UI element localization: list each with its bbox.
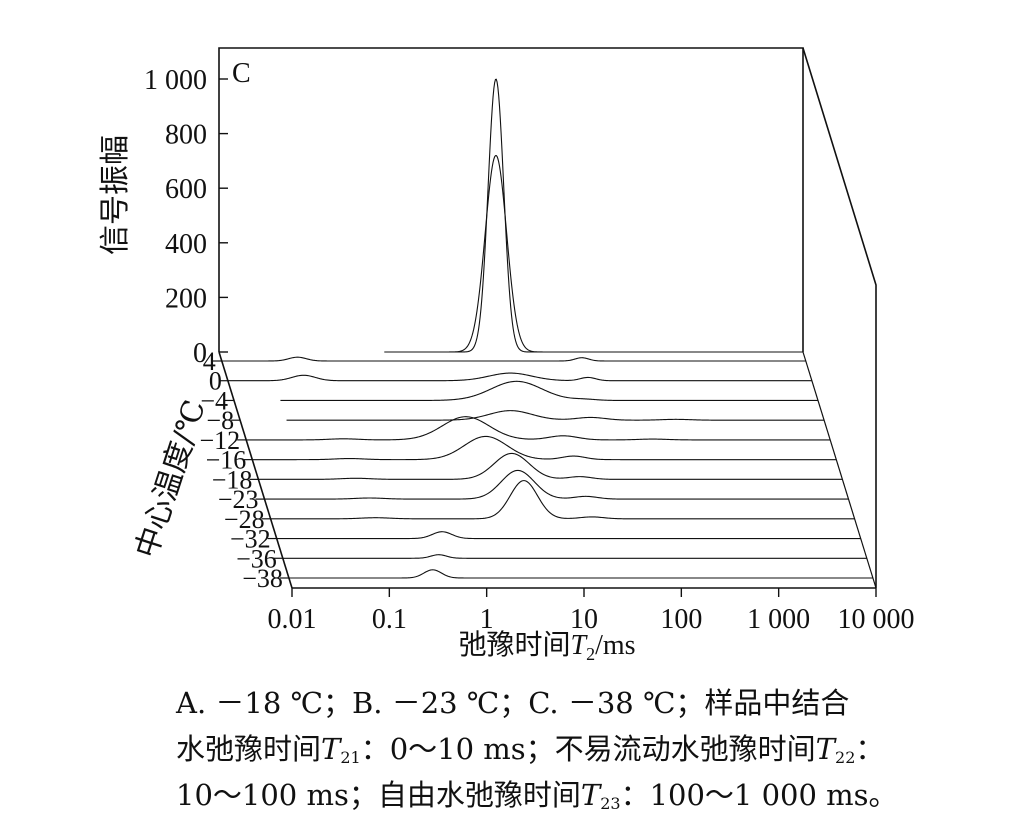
ridge-line-5 [252, 435, 837, 461]
depth-tick-label: 0 [209, 367, 222, 396]
x-tick-label: 100 [660, 604, 702, 635]
back-curve-a [384, 154, 803, 353]
y-tick-label: 1 000 [144, 65, 207, 96]
x-tick-label: 1 [480, 604, 494, 635]
back-curves [384, 78, 803, 353]
ridge-line-4 [246, 416, 831, 441]
ridge-line-0 [221, 356, 806, 362]
caption-line-2: 水弛豫时间T21：0～10 ms；不易流动水弛豫时间T22： [176, 732, 885, 767]
depth-axis-title: 中心温度/℃ [129, 396, 213, 562]
y-axis: 0 200 400 600 800 1 000 [144, 65, 228, 369]
x-tick-label: 1 000 [747, 604, 810, 635]
x-tick-label: 0.1 [372, 604, 407, 635]
depth-tick-label: −12 [200, 426, 241, 455]
back-wall-frame [218, 47, 804, 352]
t23-symbol: T [580, 778, 601, 812]
x-tick-label: 0.01 [268, 604, 317, 635]
ridge-series [221, 356, 873, 579]
y-tick-label: 400 [165, 229, 207, 260]
ridge-line-2 [280, 380, 818, 401]
t22-symbol: T [815, 732, 836, 766]
side-wall-bottom-edge [802, 351, 877, 589]
depth-tick-label: −32 [230, 525, 271, 554]
ridge-line-11 [288, 569, 873, 579]
x-tick-label: 10 [570, 604, 598, 635]
y-tick-label: 200 [165, 283, 207, 314]
y-axis-label: 信号振幅 [98, 135, 133, 255]
depth-tick-label: 4 [203, 347, 216, 376]
ridge-line-7 [264, 469, 849, 500]
side-wall-frame [802, 47, 877, 588]
ridge-line-6 [258, 452, 843, 480]
back-curve-b [384, 78, 803, 353]
ridge-line-10 [282, 554, 867, 559]
t21-symbol: T [321, 732, 341, 766]
depth-tick-label: −4 [200, 386, 228, 415]
depth-tick-label: −36 [236, 544, 277, 573]
y-tick-label: 600 [165, 174, 207, 205]
depth-tick-label: −28 [224, 505, 265, 534]
y-tick-label: 800 [165, 120, 207, 151]
ridge-line-1 [227, 372, 812, 382]
y-tick-label: 0 [193, 338, 207, 369]
depth-tick-label: −8 [206, 406, 234, 435]
panel-label: C [232, 58, 251, 89]
depth-tick-label: −23 [218, 485, 259, 514]
depth-axis [218, 351, 293, 589]
x-axis: 0.01 0.1 1 10 100 1 000 10 000 [268, 587, 915, 635]
depth-axis-labels: 40−4−8−12−16−18−23−28−32−36−38 [200, 347, 289, 593]
ridge-line-3 [286, 410, 825, 421]
ridge-line-8 [270, 480, 855, 520]
x-tick-label: 10 000 [838, 604, 915, 635]
ridge-line-9 [276, 531, 861, 540]
depth-tick-label: −16 [206, 446, 247, 475]
depth-tick-label: −18 [212, 465, 253, 494]
x-axis-label: 弛豫时间T2/ms [458, 628, 635, 664]
depth-tick-label: −38 [242, 564, 283, 593]
caption-line-1: A. －18 ℃；B. －23 ℃；C. －38 ℃；样品中结合 [176, 686, 850, 720]
caption-line-3: 10～100 ms；自由水弛豫时间T23：100～1 000 ms。 [176, 778, 898, 813]
